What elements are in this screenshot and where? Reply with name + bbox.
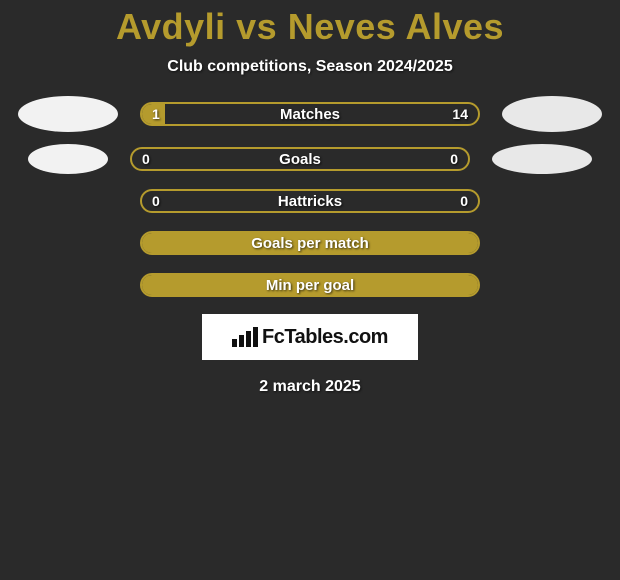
- stat-label: Matches: [142, 104, 478, 124]
- club-badge-left: [18, 96, 118, 132]
- vs-label: vs: [236, 6, 277, 47]
- club-badge-right: [492, 144, 592, 174]
- stat-bar: Goals per match: [140, 231, 480, 255]
- badge-spacer: [18, 186, 118, 216]
- stat-bar: Goals0 0: [130, 147, 470, 171]
- stat-row: Min per goal: [0, 270, 620, 300]
- stat-bar: Matches1 14: [140, 102, 480, 126]
- stat-row: Goals per match: [0, 228, 620, 258]
- stat-rows: Matches114Goals00Hattricks00Goals per ma…: [0, 96, 620, 300]
- player-left-name: Avdyli: [116, 6, 226, 47]
- stat-label: Goals per match: [142, 233, 478, 253]
- stat-value-right: 0: [460, 191, 468, 211]
- stat-label: Min per goal: [142, 275, 478, 295]
- badge-spacer: [502, 186, 602, 216]
- stat-value-right: 0: [450, 149, 458, 169]
- club-badge-right: [502, 96, 602, 132]
- stat-bar: Hattricks0 0: [140, 189, 480, 213]
- source-logo-text: FcTables.com: [262, 326, 388, 349]
- stat-bar: Min per goal: [140, 273, 480, 297]
- comparison-title: Avdyli vs Neves Alves: [0, 0, 620, 50]
- stat-label: Hattricks: [142, 191, 478, 211]
- stat-value-left: 1: [152, 104, 160, 124]
- stat-value-right: 14: [452, 104, 468, 124]
- stat-value-left: 0: [142, 149, 150, 169]
- player-right-name: Neves Alves: [288, 6, 504, 47]
- bar-chart-icon: [232, 327, 258, 347]
- stat-row: Hattricks0 0: [0, 186, 620, 216]
- badge-spacer: [502, 228, 602, 258]
- club-badge-left: [28, 144, 108, 174]
- subtitle: Club competitions, Season 2024/2025: [0, 50, 620, 96]
- stat-label: Goals: [132, 149, 468, 169]
- stat-row: Goals0 0: [0, 144, 620, 174]
- stat-row: Matches1 14: [0, 96, 620, 132]
- badge-spacer: [502, 270, 602, 300]
- footer-date: 2 march 2025: [0, 360, 620, 396]
- badge-spacer: [18, 228, 118, 258]
- stat-value-left: 0: [152, 191, 160, 211]
- source-logo: FcTables.com: [202, 314, 418, 360]
- badge-spacer: [18, 270, 118, 300]
